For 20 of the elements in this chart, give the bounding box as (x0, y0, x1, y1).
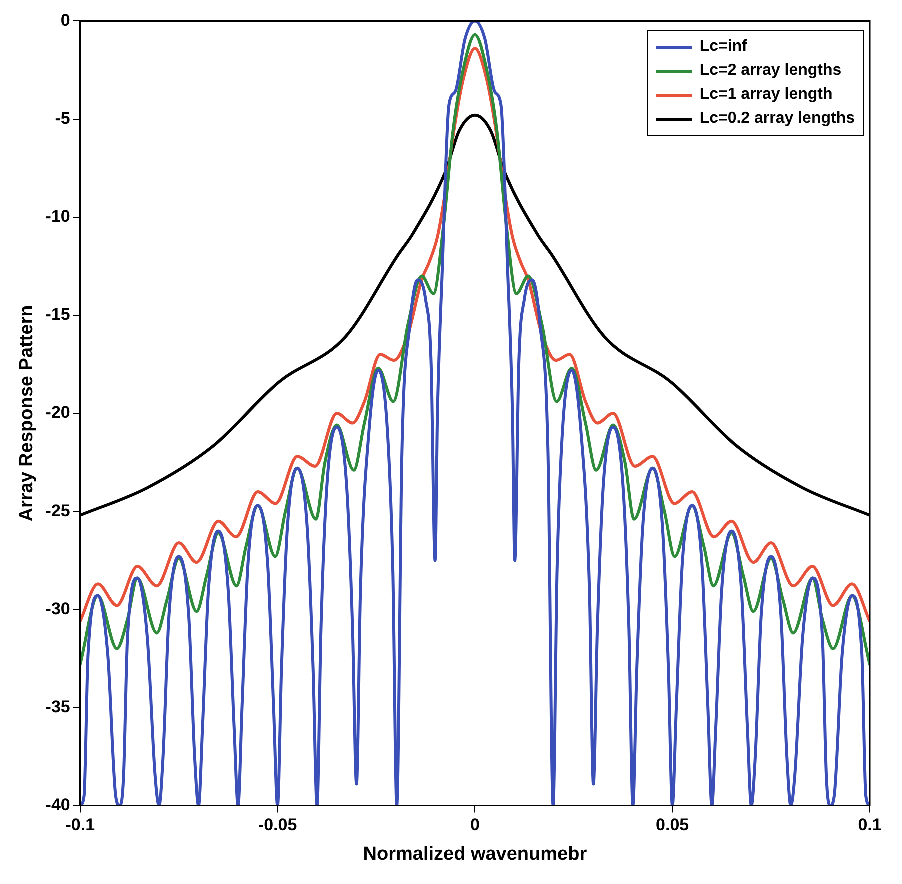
y-tick-label: -35 (46, 697, 70, 716)
legend-label: Lc=inf (700, 37, 748, 57)
y-tick-label: 0 (60, 10, 70, 30)
x-tick-label: 0.1 (858, 816, 882, 835)
x-axis-title: Normalized wavenumebr (363, 844, 588, 865)
y-axis-title: Array Response Pattern (16, 305, 38, 522)
x-tick-label: -0.05 (258, 816, 298, 835)
x-tick-label: 0.05 (656, 816, 690, 835)
legend-label: Lc=0.2 array lengths (700, 109, 855, 129)
y-tick-label: -5 (55, 108, 70, 128)
x-tick-label: -0.1 (66, 816, 96, 835)
y-tick-label: -25 (46, 501, 70, 520)
legend-label: Lc=1 array length (700, 85, 833, 105)
y-tick-label: -20 (46, 403, 70, 422)
x-tick-label: 0 (470, 816, 480, 835)
legend-label: Lc=2 array lengths (700, 61, 842, 81)
y-tick-label: -10 (46, 207, 70, 226)
y-tick-label: -40 (46, 795, 70, 814)
y-tick-label: -30 (46, 599, 70, 618)
y-tick-label: -15 (46, 305, 70, 324)
